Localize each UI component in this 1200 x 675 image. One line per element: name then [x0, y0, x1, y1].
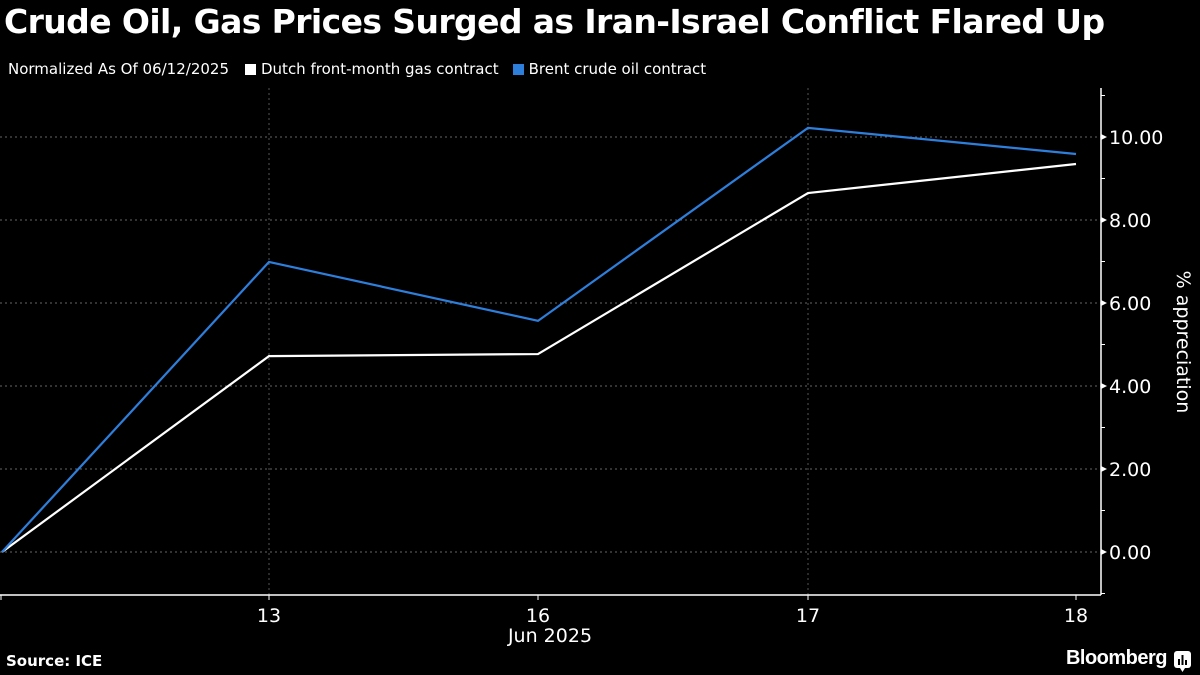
tick-labels: 0.00 2.00 4.00 6.00 8.00 10.00 13 16 17 18 Jun 202… [257, 127, 1164, 647]
y-tick-label: 8.00 [1109, 210, 1151, 232]
y-tick-label: 4.00 [1109, 376, 1151, 398]
series-line-brent [1, 126, 1077, 553]
series-line-gas [1, 162, 1077, 553]
y-tick-mark [1101, 383, 1107, 389]
y-tick-mark [1101, 300, 1107, 306]
x-tick-label: 16 [526, 605, 550, 627]
legend-swatch-gas [245, 63, 256, 75]
chart-title: Crude Oil, Gas Prices Surged as Iran-Isr… [4, 2, 1105, 41]
bloomberg-logo: Bloomberg [1065, 647, 1168, 669]
legend: Normalized As Of 06/12/2025 Dutch front-… [8, 60, 720, 78]
legend-swatch-brent [512, 63, 524, 75]
y-tick-label: 2.00 [1109, 459, 1151, 481]
y-axis-label: % appreciation [1172, 270, 1194, 414]
source-note: Source: ICE [6, 652, 103, 670]
legend-label-brent: Brent crude oil contract [528, 60, 707, 78]
x-period-label: Jun 2025 [507, 625, 592, 647]
bloomberg-chart-icon [1174, 651, 1191, 672]
series-lines [1, 126, 1077, 553]
x-tick-label: 17 [796, 605, 820, 627]
y-tick-mark [1101, 549, 1107, 555]
x-tick-label: 13 [257, 605, 281, 627]
y-tick-mark [1101, 134, 1107, 140]
chart-subtitle: Normalized As Of 06/12/2025 [8, 60, 229, 78]
legend-item-brent: Brent crude oil contract [512, 60, 707, 78]
grid-lines [0, 88, 1101, 595]
x-tick-label: 18 [1064, 605, 1088, 627]
legend-item-gas: Dutch front-month gas contract [245, 60, 499, 78]
y-tick-mark [1101, 466, 1107, 472]
y-tick-label: 6.00 [1109, 293, 1151, 315]
y-tick-label: 0.00 [1109, 542, 1151, 564]
axes [0, 88, 1107, 600]
legend-label-gas: Dutch front-month gas contract [261, 60, 499, 78]
y-tick-label: 10.00 [1109, 127, 1163, 149]
y-tick-mark [1101, 217, 1107, 223]
